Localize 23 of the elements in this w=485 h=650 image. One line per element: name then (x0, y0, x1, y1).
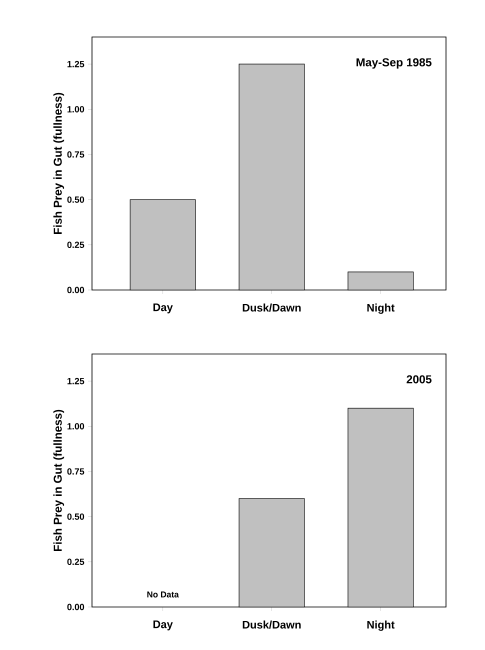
x-tick-label: Day (153, 304, 173, 314)
y-tick-label: 0.50 (67, 513, 84, 520)
y-tick-label: 0.00 (67, 604, 84, 610)
y-tick-label: 1.25 (68, 378, 84, 384)
x-tick-label: Night (367, 304, 395, 314)
y-tick-label: 0.50 (67, 196, 84, 203)
y-tick-label: 0.25 (67, 242, 84, 248)
y-tick-label: 1.25 (68, 60, 84, 68)
y-tick-label: 0.25 (67, 558, 84, 566)
x-tick-label: Day (153, 620, 173, 630)
y-axis-title: Fish Prey in Gut (fullness) (53, 92, 64, 234)
text: May-Sep 1985 (356, 58, 432, 69)
y-axis-title: Fish Prey in Gut (fullness) (53, 410, 64, 551)
x-tick-label: Dusk/Dawn (242, 620, 301, 629)
x-tick-label: Night (367, 620, 395, 631)
x-tick-label: Dusk/Dawn (242, 304, 301, 312)
y-tick-label: 1.00 (68, 423, 84, 430)
annotation: No Data (147, 592, 179, 598)
y-tick-label: 0.00 (67, 286, 84, 294)
y-tick-label: 0.75 (67, 468, 84, 475)
y-tick-label: 1.00 (68, 106, 84, 112)
text: 2005 (406, 375, 432, 384)
y-tick-label: 0.75 (67, 151, 84, 158)
